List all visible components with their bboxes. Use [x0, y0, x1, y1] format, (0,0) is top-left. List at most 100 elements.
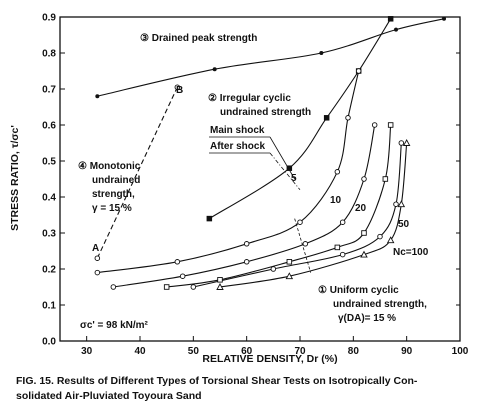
label-monotonic-1: ④ Monotonic [78, 161, 141, 172]
data-point [361, 230, 367, 236]
data-point [334, 244, 341, 251]
label-irregular-2: undrained strength [220, 107, 311, 118]
caption-line-2: solidated Air-Pluviated Toyoura Sand [16, 390, 202, 402]
data-point [402, 139, 411, 146]
data-point [339, 219, 346, 225]
data-point [110, 284, 117, 290]
data-point [243, 259, 250, 265]
label-irregular-1: ② Irregular cyclic [208, 93, 291, 104]
data-point [339, 251, 346, 258]
data-point [382, 176, 389, 182]
data-point [361, 176, 367, 182]
data-point [386, 236, 395, 244]
data-point [302, 241, 309, 247]
y-tick-label: 0.3 [42, 229, 56, 240]
caption-line-1: FIG. 15. Results of Different Types of T… [16, 375, 418, 387]
y-tick-label: 0.8 [42, 49, 56, 60]
main-shock-leader [269, 136, 296, 180]
data-point [360, 250, 368, 258]
x-tick-label: 100 [452, 346, 469, 357]
curve-drained-peak [97, 18, 445, 97]
data-point [397, 200, 406, 208]
label-uniform-2: undrained strength, [333, 299, 427, 310]
x-axis-label: RELATIVE DENSITY, Dr (%) [202, 353, 337, 365]
curve-irregular-cyclic [209, 18, 392, 220]
label-nc100: Nc=100 [393, 247, 429, 258]
data-point [323, 115, 330, 121]
after-shock-leader [269, 152, 301, 191]
label-point-b: B [176, 85, 183, 96]
data-point [179, 273, 186, 279]
y-tick-label: 0.2 [42, 265, 56, 276]
data-point [174, 84, 181, 90]
data-point [319, 51, 324, 55]
x-tick-label: 30 [81, 346, 93, 357]
label-after-shock: After shock [210, 141, 265, 152]
x-tick-label: 60 [241, 346, 253, 357]
label-monotonic-4: γ = 15 % [92, 203, 132, 214]
data-point [174, 259, 181, 265]
y-tick-label: 0.5 [42, 157, 56, 168]
label-main-shock: Main shock [210, 125, 265, 136]
data-point [387, 16, 394, 22]
curve-group [96, 18, 445, 288]
data-point [216, 283, 224, 290]
data-point [270, 266, 277, 272]
data-point [163, 284, 170, 290]
data-point [286, 259, 293, 265]
data-point [94, 269, 101, 276]
y-tick-label: 0.9 [42, 13, 56, 24]
data-point [398, 140, 405, 146]
y-tick-label: 0.6 [42, 121, 56, 132]
data-point [243, 241, 250, 247]
label-drained-peak: ③ Drained peak strength [140, 33, 257, 44]
data-point [217, 277, 223, 283]
label-monotonic-3: strength, [92, 189, 135, 200]
marker-group [94, 16, 446, 290]
label-uniform-3: γ(DA)= 15 % [338, 313, 396, 324]
label-nc10: 10 [330, 195, 342, 206]
data-point [377, 233, 383, 240]
data-point [94, 255, 101, 261]
x-tick-label: 50 [188, 346, 200, 357]
data-point [345, 115, 351, 121]
label-nc20: 20 [355, 203, 367, 214]
chart-canvas: 30 40 50 60 70 80 90 100 0.0 0.1 0.2 0.3 0.4 0.5 0.6 0.… [9, 13, 469, 366]
y-tick-label: 0.4 [42, 193, 56, 204]
label-point-a: A [92, 243, 99, 254]
data-point [442, 16, 446, 21]
y-tick-label: 0.7 [42, 85, 56, 96]
curve-monotonic [96, 86, 178, 259]
data-point [297, 219, 303, 225]
label-nc50: 50 [398, 219, 410, 230]
y-tick-label: 0.0 [42, 337, 56, 348]
curve-nc50 [193, 142, 402, 288]
tick-group: 30 40 50 60 70 80 90 100 0.0 0.1 0.2 0.3 0.4 0.5 0.6 0.… [42, 13, 469, 358]
label-monotonic-2: undrained [92, 175, 140, 186]
plot-frame [59, 16, 461, 342]
uniform-leader [294, 218, 312, 273]
data-point [190, 284, 197, 290]
label-uniform-1: ① Uniform cyclic [318, 285, 399, 296]
x-tick-label: 70 [294, 346, 306, 357]
x-tick-label: 40 [134, 346, 146, 357]
x-tick-label: 80 [348, 346, 360, 357]
data-point [95, 94, 100, 99]
figure-caption: FIG. 15. Results of Different Types of T… [16, 374, 476, 404]
data-point [387, 122, 394, 128]
data-point [212, 67, 217, 72]
data-point [285, 272, 294, 280]
data-point [393, 201, 399, 207]
data-point [286, 165, 293, 171]
data-point [206, 215, 213, 222]
data-point [334, 169, 341, 175]
data-point [371, 122, 378, 128]
y-axis-label: STRESS RATIO, τ/σc' [9, 125, 21, 231]
label-sigma: σc' = 98 kN/m² [80, 320, 149, 331]
data-point [355, 68, 362, 74]
label-nc5: 5 [291, 173, 297, 184]
data-point [394, 27, 398, 32]
x-tick-label: 90 [401, 346, 413, 357]
y-tick-label: 0.1 [42, 301, 56, 312]
curve-nc100 [219, 142, 408, 288]
